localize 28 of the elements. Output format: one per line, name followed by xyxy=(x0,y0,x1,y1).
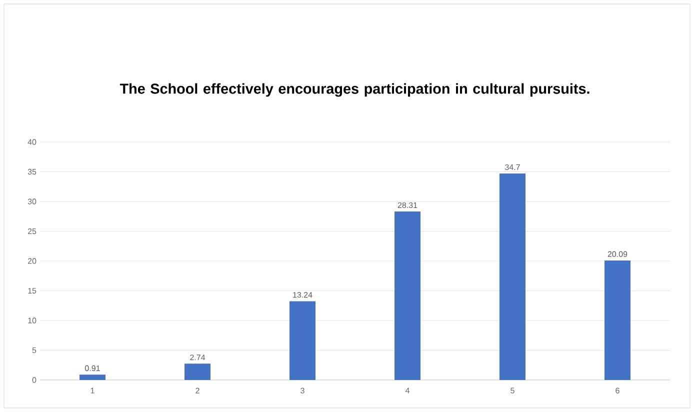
bar xyxy=(184,364,211,380)
y-tick-label: 0 xyxy=(32,377,36,383)
bar xyxy=(80,374,106,380)
data-label: 2.74 xyxy=(190,354,206,360)
bar xyxy=(499,174,526,380)
y-tick-label: 25 xyxy=(28,228,36,234)
data-label: 0.91 xyxy=(85,365,100,372)
y-tick-label: 10 xyxy=(28,318,36,324)
y-tick-label: 40 xyxy=(28,139,36,145)
x-tick-label: 2 xyxy=(196,388,200,394)
bar xyxy=(290,301,316,380)
data-label: 34.7 xyxy=(505,164,520,170)
y-tick-label: 5 xyxy=(32,347,36,354)
data-label: 13.24 xyxy=(293,292,312,298)
bar xyxy=(604,260,630,380)
chart-title: The School effectively encourages participation in cultural pursuits. xyxy=(120,83,590,97)
data-label: 20.09 xyxy=(608,251,628,257)
y-tick-label: 30 xyxy=(28,198,36,204)
bar xyxy=(394,212,420,380)
y-tick-label: 15 xyxy=(28,288,36,294)
data-label: 28.31 xyxy=(398,202,418,208)
x-tick-label: 1 xyxy=(90,388,94,394)
y-tick-label: 35 xyxy=(28,168,36,175)
y-tick-label: 20 xyxy=(28,258,36,264)
x-tick-label: 6 xyxy=(616,388,620,394)
x-tick-label: 5 xyxy=(510,388,514,394)
x-tick-label: 3 xyxy=(300,388,304,394)
x-tick-label: 4 xyxy=(405,388,410,394)
